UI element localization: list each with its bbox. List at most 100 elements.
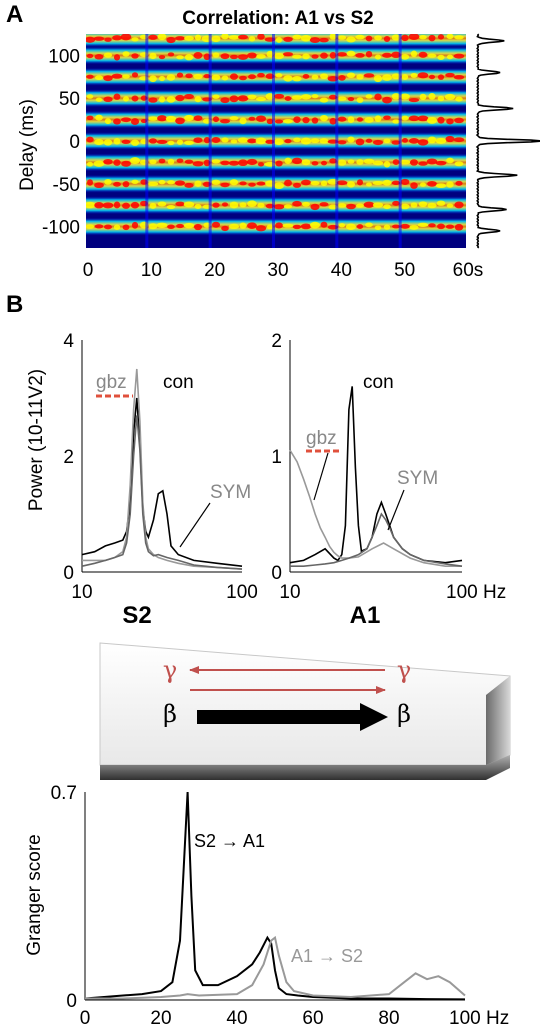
heatmap-cell bbox=[320, 114, 328, 122]
heatmap-cell bbox=[229, 116, 239, 121]
heatmap-cell bbox=[311, 94, 319, 99]
heatmap-cell bbox=[102, 202, 114, 209]
heatmap-cell bbox=[86, 224, 95, 229]
heatmap-cell bbox=[310, 181, 320, 186]
heatmap-cell bbox=[158, 75, 166, 82]
heatmap-cell bbox=[149, 75, 157, 83]
granger-x-tick: 40 bbox=[226, 1008, 247, 1028]
heatmap-cell bbox=[184, 182, 194, 188]
heatmap-cell bbox=[94, 54, 104, 60]
heatmap-cell bbox=[372, 160, 384, 166]
heatmap-cell bbox=[239, 181, 247, 186]
heatmap-cell bbox=[220, 97, 230, 104]
heatmap-cell bbox=[237, 95, 249, 102]
heatmap-cell bbox=[184, 114, 194, 122]
heatmap-ylabel: Delay (ms) bbox=[17, 99, 38, 191]
heatmap-cell bbox=[426, 116, 438, 124]
heatmap-cell bbox=[409, 159, 419, 166]
heatmap-cell bbox=[365, 222, 373, 228]
heatmap-cell bbox=[183, 222, 195, 229]
heatmap-cell bbox=[248, 116, 256, 121]
heatmap-cell bbox=[410, 50, 418, 58]
heatmap-cell bbox=[122, 181, 130, 188]
heatmap-cell bbox=[148, 97, 158, 103]
heatmap-seam bbox=[272, 34, 275, 248]
a1-y-tick: 2 bbox=[271, 331, 282, 352]
heatmap-cell bbox=[401, 115, 409, 121]
heatmap-x-tick: 50 bbox=[394, 260, 415, 281]
heatmap-cell bbox=[248, 36, 256, 42]
heatmap-cell bbox=[211, 159, 221, 164]
heatmap-cell bbox=[193, 73, 203, 80]
heatmap-cell bbox=[194, 204, 202, 210]
heatmap-cell bbox=[356, 203, 364, 208]
heatmap-cell bbox=[211, 179, 221, 185]
heatmap-cell bbox=[238, 159, 248, 167]
heatmap-cell bbox=[246, 158, 258, 166]
heatmap-cell bbox=[446, 203, 454, 208]
heatmap-cell bbox=[176, 223, 184, 229]
heatmap-cell bbox=[302, 53, 310, 60]
heatmap-cell bbox=[310, 221, 320, 229]
heatmap-cell bbox=[194, 34, 202, 41]
heatmap-cell bbox=[211, 136, 221, 143]
heatmap-cell bbox=[337, 159, 347, 166]
heatmap-cell bbox=[221, 202, 229, 207]
heatmap-cell bbox=[382, 179, 392, 186]
heatmap-cell bbox=[392, 119, 400, 124]
a1-x-tick: 10 bbox=[279, 582, 300, 603]
heatmap-cell bbox=[247, 52, 257, 59]
heatmap-x-tick: 20 bbox=[204, 260, 225, 281]
heatmap-cell bbox=[293, 116, 301, 123]
heatmap-cell bbox=[230, 73, 238, 80]
heatmap-cell bbox=[113, 181, 121, 187]
heatmap-cell bbox=[131, 72, 139, 78]
heatmap-cell bbox=[374, 115, 382, 122]
panel-a-letter: A bbox=[6, 1, 23, 28]
heatmap-cell bbox=[149, 52, 157, 60]
heatmap-cell bbox=[391, 224, 401, 229]
heatmap-cell bbox=[446, 34, 454, 40]
heatmap-cell bbox=[93, 160, 105, 167]
heatmap-cell bbox=[211, 74, 221, 81]
granger-x-tick: 80 bbox=[378, 1008, 399, 1028]
heatmap-cell bbox=[382, 74, 392, 81]
slab-face bbox=[99, 642, 511, 766]
heatmap-cell bbox=[221, 225, 229, 232]
s2-sym-pointer bbox=[179, 502, 211, 548]
heatmap-cell bbox=[328, 94, 338, 100]
heatmap-cell bbox=[283, 204, 293, 209]
heatmap-cell bbox=[356, 97, 364, 103]
heatmap-cell bbox=[346, 203, 356, 210]
heatmap-bands bbox=[86, 34, 466, 236]
heatmap-cell bbox=[211, 35, 221, 43]
heatmap-cell bbox=[239, 222, 247, 229]
heatmap-cell bbox=[292, 76, 302, 82]
heatmap-cell bbox=[336, 180, 348, 186]
heatmap-cell bbox=[266, 50, 274, 58]
heatmap-cell bbox=[183, 201, 195, 208]
heatmap-cell bbox=[94, 224, 104, 229]
heatmap-cell bbox=[193, 51, 203, 59]
heatmap-cell bbox=[113, 138, 121, 145]
heatmap-cell bbox=[103, 96, 113, 103]
heatmap-cell bbox=[356, 224, 364, 229]
heatmap-cell bbox=[113, 93, 121, 100]
heatmap-cell bbox=[121, 139, 131, 144]
heatmap-cell bbox=[166, 96, 176, 103]
heatmap-cell bbox=[365, 35, 373, 42]
heatmap-cell bbox=[131, 95, 139, 102]
heatmap-cell bbox=[86, 161, 94, 167]
heatmap-cell bbox=[94, 182, 104, 189]
heatmap-cell bbox=[156, 139, 168, 144]
heatmap-cell bbox=[121, 160, 131, 167]
heatmap-cell bbox=[275, 37, 283, 43]
heatmap-cell bbox=[437, 223, 445, 230]
heatmap-cell bbox=[444, 93, 456, 101]
heatmap-cell bbox=[401, 74, 409, 80]
heatmap-cell bbox=[148, 116, 158, 121]
heatmap-cell bbox=[347, 96, 355, 102]
heatmap-cell bbox=[437, 116, 445, 124]
heatmap-cell bbox=[417, 72, 429, 79]
heatmap-band bbox=[86, 67, 466, 86]
